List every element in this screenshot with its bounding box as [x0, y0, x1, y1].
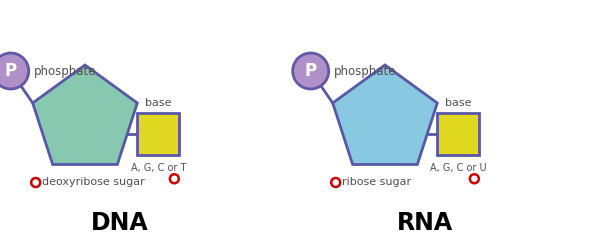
Text: ribose sugar: ribose sugar: [342, 178, 411, 187]
Bar: [437, 113, 479, 155]
Polygon shape: [33, 65, 137, 165]
Polygon shape: [333, 65, 437, 165]
Text: P: P: [5, 62, 17, 80]
Text: base: base: [145, 98, 172, 108]
Text: base: base: [445, 98, 471, 108]
Text: A, G, C or T: A, G, C or T: [131, 163, 186, 173]
Circle shape: [331, 178, 340, 187]
Circle shape: [170, 174, 179, 183]
Bar: [137, 113, 179, 155]
Text: phosphate: phosphate: [34, 64, 96, 78]
Text: RNA: RNA: [397, 211, 453, 235]
Text: P: P: [305, 62, 317, 80]
Circle shape: [470, 174, 479, 183]
Text: DNA: DNA: [91, 211, 149, 235]
Text: A, G, C or U: A, G, C or U: [430, 163, 486, 173]
Text: deoxyribose sugar: deoxyribose sugar: [42, 178, 144, 187]
Circle shape: [0, 53, 29, 89]
Circle shape: [293, 53, 329, 89]
Circle shape: [31, 178, 40, 187]
Text: phosphate: phosphate: [334, 64, 396, 78]
